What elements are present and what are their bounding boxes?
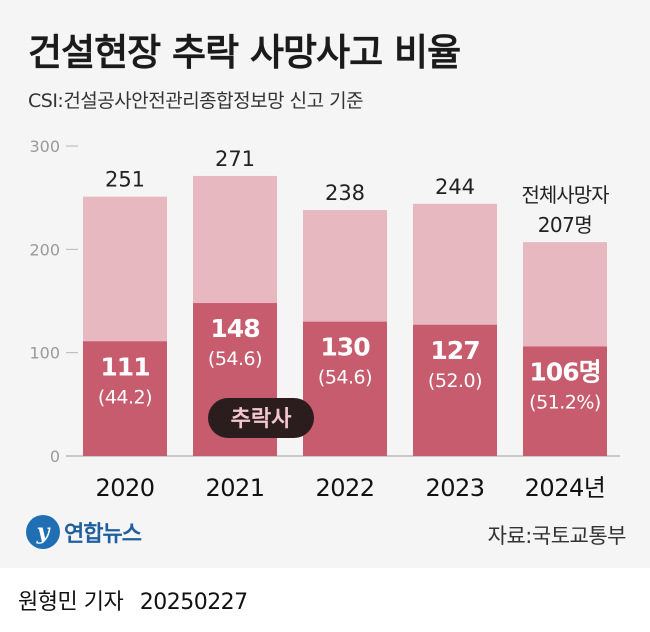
total-label: 238 — [325, 181, 365, 205]
fall-bar — [83, 341, 167, 456]
footer-strip — [0, 568, 650, 632]
total-label: 207명 — [538, 213, 593, 237]
y-tick-label: 0 — [50, 447, 60, 466]
fall-value-label: 111 — [100, 352, 149, 381]
chart-subtitle: CSI:건설공사안전관리종합정보망 신고 기준 — [28, 90, 364, 112]
fall-bar — [303, 321, 387, 456]
x-tick-label: 2023 — [425, 474, 484, 502]
fall-pct-label: (52.0) — [428, 370, 482, 392]
y-tick-label: 100 — [29, 344, 60, 363]
y-tick-label: 200 — [29, 240, 60, 259]
chart-card: 건설현장 추락 사망사고 비율 CSI:건설공사안전관리종합정보망 신고 기준 … — [26, 31, 627, 552]
chart-title: 건설현장 추락 사망사고 비율 — [28, 31, 461, 74]
fall-pct-label: (54.6) — [318, 367, 372, 389]
fall-bar — [523, 346, 607, 456]
total-label: 251 — [105, 168, 145, 192]
logo-text: 연합뉴스 — [64, 522, 142, 547]
x-tick-label: 2021 — [205, 474, 264, 502]
total-label: 244 — [435, 175, 475, 199]
x-tick-label: 2022 — [315, 474, 374, 502]
x-tick-label: 2020 — [95, 474, 154, 502]
fall-value-label: 106명 — [529, 357, 600, 386]
byline-name: 원형민 기자 — [18, 590, 124, 615]
y-tick-label: 300 — [29, 137, 60, 156]
fall-value-label: 148 — [210, 314, 259, 343]
total-label: 271 — [215, 147, 255, 171]
x-tick-label: 2024년 — [525, 474, 606, 502]
fall-bar — [413, 324, 497, 456]
source-note: 자료:국토교통부 — [487, 524, 627, 548]
fall-pct-label: (51.2%) — [529, 391, 601, 413]
fall-pct-label: (54.6) — [208, 348, 262, 370]
byline: 원형민 기자 20250227 — [18, 584, 258, 616]
fall-value-label: 127 — [430, 336, 479, 365]
fall-value-label: 130 — [320, 333, 370, 362]
byline-date: 20250227 — [139, 590, 248, 615]
bar-chart: 0 100 200 300 251 111 (44.2) 2020 271 148 (54.6) 20… — [29, 137, 620, 502]
fall-legend-pill — [208, 398, 314, 438]
total-label-prefix: 전체사망자 — [522, 183, 610, 207]
fall-legend-label: 추락사 — [231, 407, 292, 432]
fall-pct-label: (44.2) — [98, 386, 152, 408]
yonhap-logo: y 연합뉴스 — [26, 512, 142, 552]
yonhap-logo-icon: y — [26, 515, 60, 549]
